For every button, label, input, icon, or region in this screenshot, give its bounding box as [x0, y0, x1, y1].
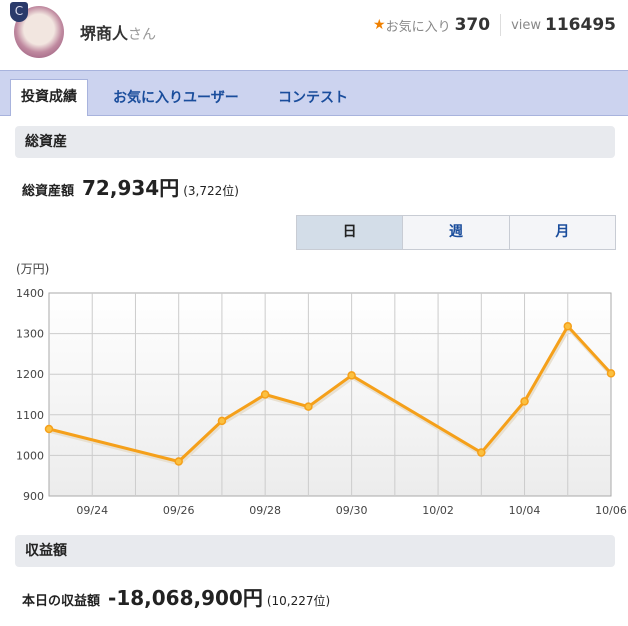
x-tick-label: 10/02: [422, 504, 454, 517]
y-tick-label: 1400: [16, 287, 44, 300]
total-assets-value: 72,934円: [82, 176, 180, 200]
fav-label: お気に入り: [385, 19, 451, 35]
total-assets-row: 総資産額 72,934円 (3,722位): [22, 172, 239, 201]
data-point: [606, 369, 616, 378]
data-point: [477, 448, 486, 457]
total-assets-heading: 総資産: [15, 126, 615, 158]
data-point: [44, 424, 54, 434]
period-month-button[interactable]: 月: [508, 216, 615, 249]
y-tick-label: 1100: [16, 409, 44, 422]
view-label: view: [511, 17, 542, 33]
data-point: [347, 371, 356, 380]
tab-investment-results[interactable]: 投資成績: [10, 79, 88, 116]
tab-bar: 投資成績 お気に入りユーザー コンテスト: [0, 70, 628, 116]
data-point: [260, 390, 270, 399]
x-tick-label: 10/06: [595, 504, 627, 517]
data-point: [563, 322, 573, 331]
series-line: [48, 324, 613, 463]
profit-row: 本日の収益額 -18,068,900円 (10,227位): [22, 582, 330, 611]
x-tick-label: 09/26: [163, 504, 195, 517]
profit-rank: (10,227位): [266, 594, 331, 608]
x-tick-label: 09/30: [336, 504, 368, 517]
y-tick-label: 1200: [16, 368, 44, 381]
user-stats: ★ お気に入り 370 view 116495: [373, 14, 616, 36]
x-tick-label: 09/24: [76, 504, 108, 517]
x-tick-label: 10/04: [509, 504, 541, 517]
tab-favorite-users[interactable]: お気に入りユーザー: [113, 90, 239, 106]
data-point: [520, 397, 529, 406]
user-name: 堺商人さん: [80, 20, 156, 44]
user-name-text: 堺商人: [80, 24, 129, 43]
total-assets-label: 総資産額: [22, 184, 75, 199]
series-line-shadow: [49, 324, 614, 466]
asset-chart: (万円) 1400 1300 1200 1100 1000 900 09/24 09/26 09…: [16, 262, 627, 517]
data-point: [304, 402, 313, 411]
data-point: [174, 457, 183, 466]
divider: [500, 14, 502, 36]
y-tick-label: 900: [23, 490, 44, 503]
profit-value: -18,068,900円: [108, 586, 263, 610]
profit-label: 本日の収益額: [22, 594, 101, 609]
star-icon: ★: [373, 17, 386, 33]
period-week-button[interactable]: 週: [402, 216, 509, 249]
total-assets-rank: (3,722位): [183, 184, 239, 198]
tab-contest[interactable]: コンテスト: [278, 90, 348, 106]
y-tick-label: 1000: [16, 449, 44, 462]
fav-count: 370: [454, 15, 491, 35]
view-count: 116495: [545, 15, 616, 35]
y-axis-unit: (万円): [16, 262, 49, 276]
period-selector: 日 週 月: [296, 215, 616, 250]
period-day-button[interactable]: 日: [297, 216, 403, 249]
y-tick-label: 1300: [16, 328, 44, 341]
rank-badge-icon: C: [10, 2, 28, 22]
user-suffix: さん: [128, 27, 157, 43]
profit-heading: 収益額: [15, 535, 615, 567]
x-tick-label: 09/28: [249, 504, 281, 517]
data-point: [217, 416, 227, 426]
